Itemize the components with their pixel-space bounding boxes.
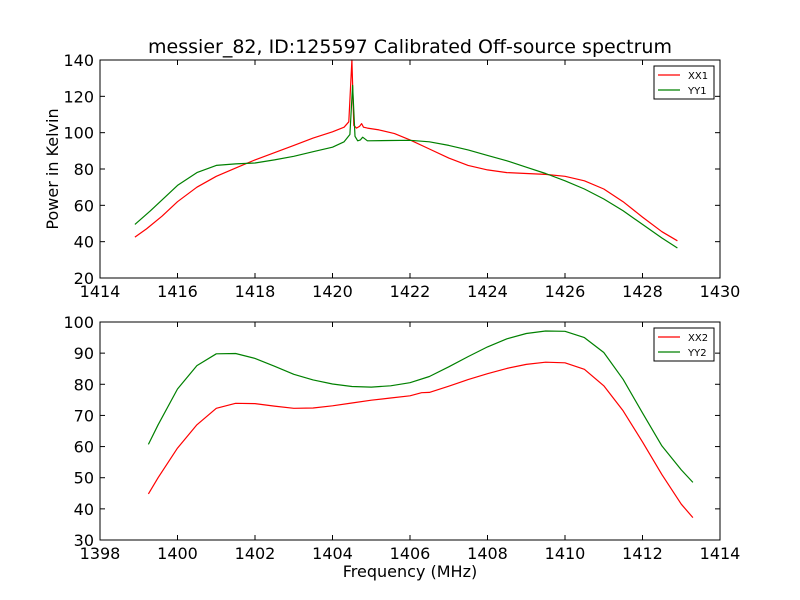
top-x-tick-label: 1428 <box>622 282 663 301</box>
bottom-axis-ticks: 1398 1400 1402 1404 1406 1408 1410 1412 1414 30 40… <box>63 313 740 563</box>
bottom-series-line-xx2 <box>147 361 694 518</box>
top-y-tick-label: 80 <box>74 160 94 179</box>
top-subplot: messier_82, ID:125597 Calibrated Off-sou… <box>43 36 740 301</box>
top-y-tick-label: 60 <box>74 196 94 215</box>
top-legend-label-yy1: YY1 <box>687 86 707 97</box>
top-legend-label-xx1: XX1 <box>688 71 708 82</box>
top-legend-box <box>653 65 715 100</box>
bottom-x-tick-label: 1414 <box>700 544 741 563</box>
top-x-tick-label: 1424 <box>467 282 508 301</box>
bottom-y-tick-label: 30 <box>74 531 94 550</box>
bottom-x-tick-label: 1412 <box>622 544 663 563</box>
bottom-legend-box <box>653 327 715 362</box>
top-series-lines <box>134 59 678 249</box>
top-y-tick-label: 40 <box>74 233 94 252</box>
bottom-subplot: 1398 1400 1402 1404 1406 1408 1410 1412 1414 30 40… <box>63 313 740 581</box>
top-axis-ticks: 1414 1416 1418 1420 1422 1424 1426 1428 1430 20 40… <box>63 51 740 301</box>
bottom-series-lines <box>147 330 694 518</box>
bottom-x-tick-label: 1404 <box>312 544 353 563</box>
top-legend: XX1 YY1 <box>653 65 715 100</box>
top-x-tick-label: 1416 <box>157 282 198 301</box>
top-y-tick-label: 140 <box>63 51 94 70</box>
top-y-tick-label: 20 <box>74 269 94 288</box>
chart-title: messier_82, ID:125597 Calibrated Off-sou… <box>148 36 672 58</box>
bottom-x-tick-label: 1398 <box>80 544 121 563</box>
bottom-x-tick-label: 1408 <box>467 544 508 563</box>
bottom-legend: XX2 YY2 <box>653 327 715 362</box>
bottom-y-tick-label: 50 <box>74 469 94 488</box>
top-y-axis-label: Power in Kelvin <box>43 108 62 229</box>
bottom-y-tick-label: 80 <box>74 375 94 394</box>
bottom-y-tick-label: 100 <box>63 313 94 332</box>
bottom-y-tick-label: 70 <box>74 406 94 425</box>
top-x-tick-label: 1418 <box>235 282 276 301</box>
bottom-x-axis-label: Frequency (MHz) <box>343 562 477 581</box>
top-y-tick-label: 120 <box>63 87 94 106</box>
bottom-x-tick-label: 1406 <box>390 544 431 563</box>
bottom-y-tick-label: 90 <box>74 344 94 363</box>
bottom-x-tick-label: 1410 <box>545 544 586 563</box>
bottom-legend-label-yy2: YY2 <box>687 348 707 359</box>
top-series-line-xx1 <box>134 59 678 242</box>
top-x-tick-label: 1422 <box>390 282 431 301</box>
top-series-line-yy1 <box>134 84 678 249</box>
top-y-tick-label: 100 <box>63 124 94 143</box>
bottom-legend-label-xx2: XX2 <box>688 333 708 344</box>
bottom-x-tick-label: 1400 <box>157 544 198 563</box>
top-x-tick-label: 1430 <box>700 282 741 301</box>
bottom-x-tick-label: 1402 <box>235 544 276 563</box>
bottom-y-tick-label: 60 <box>74 438 94 457</box>
bottom-y-tick-label: 40 <box>74 500 94 519</box>
bottom-plot-frame <box>99 321 721 541</box>
top-x-tick-label: 1420 <box>312 282 353 301</box>
top-plot-frame <box>99 59 721 279</box>
top-x-tick-label: 1426 <box>545 282 586 301</box>
top-x-tick-label: 1414 <box>80 282 121 301</box>
bottom-series-line-yy2 <box>147 330 694 483</box>
